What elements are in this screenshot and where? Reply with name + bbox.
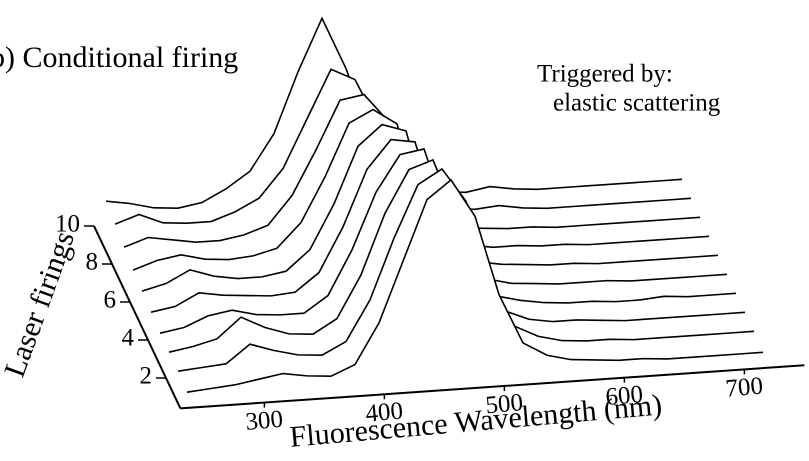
x-tick-label: 600 <box>604 381 644 411</box>
x-axis <box>180 364 805 410</box>
x-tick-label: 500 <box>484 389 524 419</box>
hidden-fill <box>187 179 763 397</box>
z-tick-label: 6 <box>104 287 117 314</box>
chart-title: b) Conditional firing <box>0 41 238 74</box>
hidden-fill <box>106 18 682 226</box>
z-axis-label: Laser firings <box>0 227 81 382</box>
x-tick-label: 700 <box>724 373 764 403</box>
z-tick-label: 2 <box>140 363 153 390</box>
hidden-fill <box>115 69 691 245</box>
x-tick-label: 300 <box>244 406 284 436</box>
z-tick-label: 10 <box>55 211 80 238</box>
annotation: Triggered by: <box>537 61 673 88</box>
annotation: elastic scattering <box>553 90 721 117</box>
z-tick-label: 4 <box>122 325 135 352</box>
x-tick-label: 400 <box>364 397 404 427</box>
z-tick-label: 8 <box>86 249 99 276</box>
spectrum-line <box>186 178 764 393</box>
